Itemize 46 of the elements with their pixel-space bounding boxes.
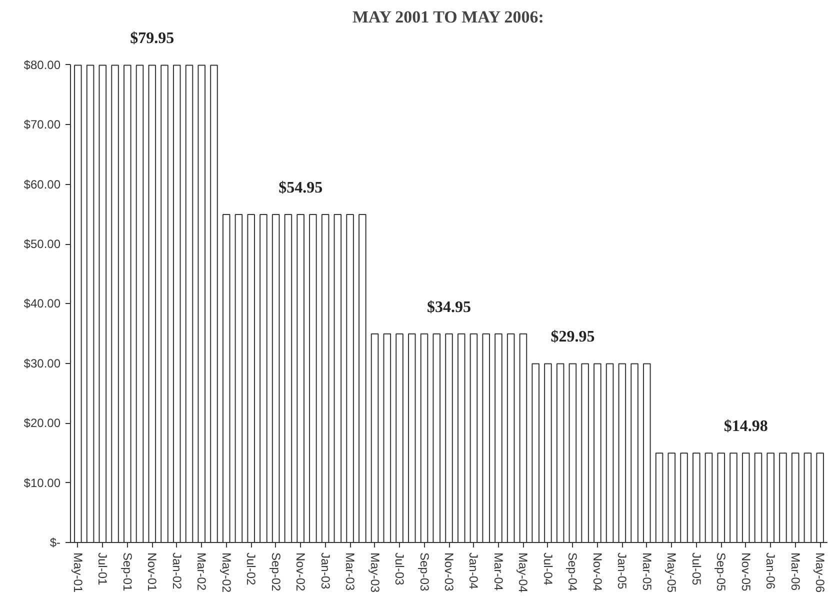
y-tick-label: $40.00 xyxy=(24,296,61,311)
x-tick-label: May-05 xyxy=(664,552,679,593)
x-tick-label: Sep-03 xyxy=(417,552,432,592)
annotation: $79.95 xyxy=(130,30,174,48)
x-tick-label: Jul-01 xyxy=(96,552,110,586)
x-tick-label: Sep-01 xyxy=(120,552,134,592)
annotation: $34.95 xyxy=(427,298,471,316)
x-tick-label: May-06 xyxy=(813,552,828,593)
x-tick-label: Jan-03 xyxy=(318,552,332,590)
y-tick-label: $60.00 xyxy=(24,177,61,192)
x-tick-label: May-04 xyxy=(516,552,530,593)
x-tick-label: Jul-05 xyxy=(689,552,704,586)
x-tick-label: May-02 xyxy=(219,552,234,593)
x-tick-label: Mar-05 xyxy=(640,552,654,591)
x-tick-label: Jan-06 xyxy=(764,552,778,590)
x-tick-label: Nov-05 xyxy=(738,552,753,592)
x-tick-label: Jul-02 xyxy=(244,552,258,586)
y-tick-label: $50.00 xyxy=(24,237,61,252)
x-tick-label: Nov-01 xyxy=(145,552,160,592)
y-tick-label: $80.00 xyxy=(24,58,61,72)
y-tick-label: $30.00 xyxy=(24,356,61,370)
x-tick-label: Mar-04 xyxy=(491,552,506,591)
x-tick-label: Nov-03 xyxy=(442,552,456,592)
y-tick-label: $- xyxy=(50,536,61,550)
x-tick-label: Mar-03 xyxy=(343,552,358,591)
annotation: $54.95 xyxy=(278,179,323,196)
x-tick-label: Jan-02 xyxy=(170,552,184,590)
x-tick-label: May-01 xyxy=(70,552,85,593)
chart-title: MAY 2001 TO MAY 2006: xyxy=(352,8,544,26)
x-tick-label: Sep-04 xyxy=(566,552,580,592)
y-tick-label: $20.00 xyxy=(24,416,61,430)
x-tick-label: Sep-05 xyxy=(714,552,728,592)
x-tick-label: Nov-04 xyxy=(590,552,604,592)
annotation: $14.98 xyxy=(724,418,768,436)
x-tick-label: Jan-04 xyxy=(466,552,481,590)
x-tick-label: Mar-06 xyxy=(788,552,802,591)
y-tick-label: $70.00 xyxy=(24,118,61,132)
x-tick-label: Nov-02 xyxy=(294,552,308,592)
x-tick-label: Jul-04 xyxy=(540,552,555,586)
y-tick-label: $10.00 xyxy=(24,476,61,490)
x-tick-label: Jul-03 xyxy=(392,552,407,586)
x-tick-label: Sep-02 xyxy=(268,552,283,592)
x-tick-label: Mar-02 xyxy=(194,552,209,591)
x-tick-label: Jan-05 xyxy=(615,552,630,590)
annotation: $29.95 xyxy=(550,328,595,346)
x-tick-label: May-03 xyxy=(368,552,382,593)
